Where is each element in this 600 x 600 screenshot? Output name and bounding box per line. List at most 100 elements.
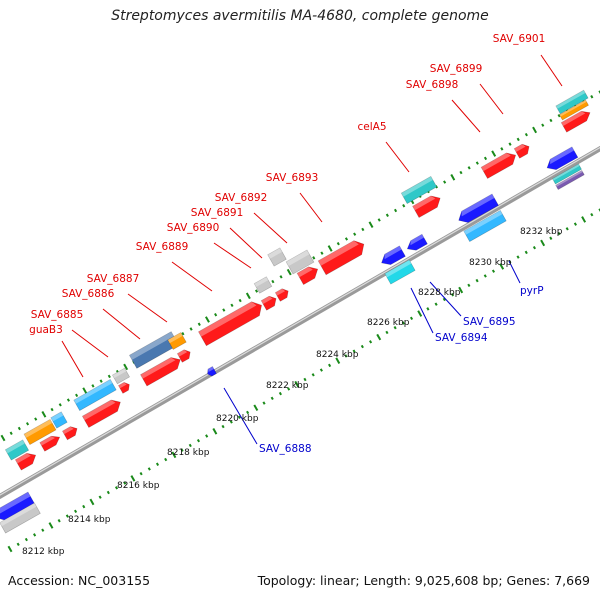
- gene-label-forward[interactable]: SAV_6901: [493, 33, 546, 45]
- gene-forward[interactable]: [140, 354, 184, 387]
- gene-box[interactable]: [0, 502, 41, 534]
- lower-tick-mark: [368, 340, 373, 344]
- upper-tick-mark: [549, 118, 553, 123]
- lower-tick-mark: [253, 404, 259, 412]
- gene-box[interactable]: [267, 247, 287, 267]
- gene-label-forward[interactable]: SAV_6889: [136, 241, 189, 253]
- lower-tick-mark: [164, 457, 168, 462]
- gene-box[interactable]: [463, 210, 507, 242]
- gene-label-forward[interactable]: SAV_6892: [215, 192, 268, 204]
- upper-tick-mark: [189, 327, 193, 331]
- gene-forward[interactable]: [274, 287, 290, 302]
- gene-reverse[interactable]: [379, 245, 406, 268]
- upper-tick-mark: [402, 204, 406, 208]
- gene-reverse[interactable]: [544, 146, 579, 173]
- gene-box[interactable]: [384, 259, 416, 285]
- lower-tick-mark: [540, 239, 546, 247]
- tick-label: 8218 kbp: [167, 448, 210, 458]
- lower-tick-mark: [475, 278, 479, 283]
- gene-box[interactable]: [552, 163, 582, 185]
- gene-label-reverse[interactable]: pyrP: [520, 285, 544, 297]
- gene-box[interactable]: [400, 175, 438, 205]
- lower-tick-mark: [73, 509, 78, 514]
- gene-box[interactable]: [23, 418, 57, 446]
- leader-line: [479, 83, 504, 115]
- gene-forward[interactable]: [39, 433, 62, 452]
- upper-tick-mark: [0, 434, 6, 442]
- gene-forward[interactable]: [198, 298, 265, 347]
- gene-box[interactable]: [50, 411, 68, 429]
- leader-line: [127, 293, 168, 323]
- gene-forward[interactable]: [62, 424, 79, 441]
- gene-box[interactable]: [4, 439, 30, 461]
- gene-forward[interactable]: [513, 142, 532, 159]
- lower-tick-mark: [16, 542, 20, 547]
- upper-tick-mark: [516, 137, 520, 142]
- gene-forward[interactable]: [118, 381, 131, 394]
- gene-box[interactable]: [559, 99, 589, 121]
- gene-forward[interactable]: [260, 294, 279, 311]
- lower-tick-mark: [442, 297, 446, 302]
- gene-forward[interactable]: [480, 149, 519, 179]
- gene-box[interactable]: [555, 170, 585, 190]
- gene-box[interactable]: [555, 89, 589, 115]
- lower-tick-mark: [171, 451, 177, 459]
- gene-label-forward[interactable]: SAV_6885: [31, 309, 84, 321]
- lower-tick-mark: [401, 321, 405, 325]
- gene-box[interactable]: [253, 276, 273, 294]
- gene-reverse[interactable]: [0, 491, 36, 524]
- upper-tick-mark: [475, 161, 479, 165]
- upper-tick-mark: [353, 232, 357, 236]
- gene-forward[interactable]: [296, 263, 321, 285]
- gene-reverse[interactable]: [405, 233, 428, 253]
- lower-tick-mark: [335, 357, 341, 364]
- gene-label-forward[interactable]: SAV_6886: [62, 288, 115, 300]
- gene-label-reverse[interactable]: SAV_6895: [463, 316, 516, 328]
- tick-label: 8230 kbp: [469, 258, 512, 268]
- leader-line: [61, 340, 84, 378]
- upper-tick-mark: [541, 123, 545, 127]
- upper-tick-mark: [222, 308, 226, 312]
- upper-tick-mark: [377, 218, 381, 222]
- upper-tick-mark: [17, 426, 21, 431]
- leader-line: [223, 387, 258, 445]
- tick-label: 8220 kbp: [216, 414, 259, 424]
- upper-tick-mark: [557, 113, 561, 118]
- gene-label-forward[interactable]: SAV_6890: [167, 222, 220, 234]
- tick-label: 8228 kbp: [418, 288, 461, 298]
- gene-forward[interactable]: [317, 237, 368, 276]
- upper-tick-mark: [9, 431, 13, 435]
- lower-tick-mark: [155, 462, 160, 466]
- gene-box[interactable]: [285, 249, 315, 275]
- gene-label-forward[interactable]: SAV_6893: [266, 172, 319, 184]
- gene-reverse[interactable]: [456, 193, 499, 226]
- gene-reverse[interactable]: [206, 366, 217, 378]
- gene-forward[interactable]: [14, 450, 38, 471]
- lower-tick-mark: [590, 212, 594, 217]
- gene-label-reverse[interactable]: SAV_6894: [435, 332, 488, 344]
- leader-line: [385, 141, 410, 173]
- tick-label: 8216 kbp: [117, 481, 160, 491]
- upper-tick-mark: [34, 417, 38, 421]
- map-title: Streptomyces avermitilis MA-4680, comple…: [111, 8, 489, 24]
- lower-tick-mark: [147, 467, 151, 471]
- gene-label-reverse[interactable]: SAV_6888: [259, 443, 312, 455]
- gene-forward[interactable]: [560, 108, 593, 133]
- gene-label-forward[interactable]: SAV_6891: [191, 207, 244, 219]
- gene-label-forward[interactable]: guaB3: [29, 324, 63, 336]
- gene-forward[interactable]: [81, 396, 123, 428]
- gene-box[interactable]: [112, 367, 130, 385]
- gene-box[interactable]: [73, 379, 117, 411]
- gene-forward[interactable]: [176, 348, 192, 363]
- gene-forward[interactable]: [412, 192, 444, 218]
- gene-box[interactable]: [167, 332, 187, 350]
- upper-tick-mark: [320, 251, 324, 255]
- gene-label-forward[interactable]: SAV_6887: [87, 273, 140, 285]
- lower-tick-mark: [516, 255, 520, 259]
- tick-labels: 8212 kbp 8214 kbp 8216 kbp 8218 kbp 8220 kbp…: [22, 227, 563, 557]
- upper-tick-mark: [50, 407, 54, 412]
- gene-label-forward[interactable]: SAV_6898: [406, 79, 459, 91]
- gene-label-forward[interactable]: SAV_6899: [430, 63, 483, 75]
- lower-tick-mark: [450, 293, 455, 297]
- gene-label-forward[interactable]: celA5: [357, 121, 386, 133]
